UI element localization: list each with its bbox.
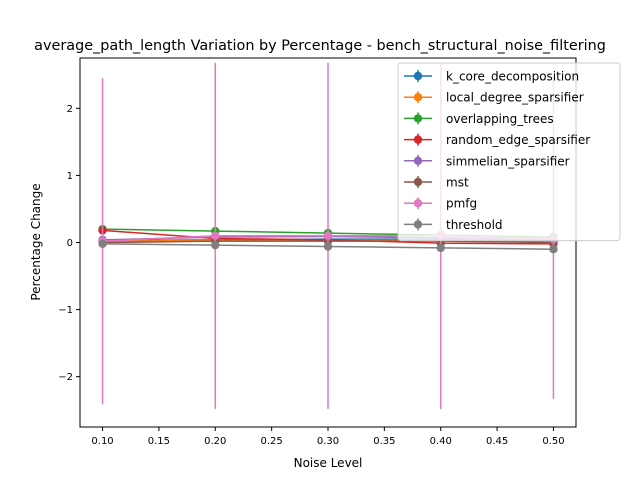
x-tick-label: 0.45 <box>486 436 508 447</box>
legend-label: pmfg <box>446 197 477 211</box>
x-axis-label: Noise Level <box>294 456 363 470</box>
legend-item: mst <box>404 176 469 190</box>
data-point <box>323 242 333 251</box>
y-axis-label: Percentage Change <box>29 183 43 300</box>
x-tick-label: 0.25 <box>261 436 283 447</box>
legend-marker <box>413 135 423 144</box>
data-point <box>436 243 445 253</box>
data-point <box>211 231 220 240</box>
legend-item: random_edge_sparsifier <box>404 133 590 147</box>
legend-label: simmelian_sparsifier <box>446 154 570 168</box>
y-tick-label: 0 <box>67 238 73 249</box>
x-tick-label: 0.50 <box>542 436 564 447</box>
y-tick-label: 1 <box>67 171 73 182</box>
x-tick-label: 0.40 <box>430 436 452 447</box>
legend-marker <box>413 220 423 229</box>
legend: k_core_decomposition local_degree_sparsif… <box>397 62 621 242</box>
y-axis: −2 −1 0 1 2 <box>58 104 80 383</box>
x-tick-label: 0.35 <box>373 436 395 447</box>
legend-marker <box>413 71 423 81</box>
data-point <box>211 240 220 250</box>
legend-item: simmelian_sparsifier <box>404 154 570 168</box>
legend-item: local_degree_sparsifier <box>404 91 584 105</box>
data-point <box>549 245 558 254</box>
legend-box <box>397 62 621 242</box>
data-point <box>98 239 107 249</box>
legend-label: mst <box>446 176 469 190</box>
legend-item: threshold <box>404 218 503 232</box>
data-point <box>323 231 333 240</box>
legend-label: threshold <box>446 218 503 232</box>
legend-marker <box>413 93 423 102</box>
legend-marker <box>413 177 423 187</box>
legend-item: overlapping_trees <box>404 112 554 126</box>
y-tick-label: −2 <box>58 372 73 383</box>
y-tick-label: 2 <box>67 104 73 115</box>
x-tick-label: 0.30 <box>317 436 339 447</box>
chart-title: average_path_length Variation by Percent… <box>34 38 606 54</box>
legend-item: pmfg <box>404 197 477 211</box>
legend-marker <box>413 199 423 208</box>
legend-marker <box>413 156 423 165</box>
x-tick-label: 0.15 <box>148 436 170 447</box>
legend-marker <box>413 114 423 123</box>
legend-label: k_core_decomposition <box>446 70 579 84</box>
legend-label: overlapping_trees <box>446 112 554 126</box>
y-tick-label: −1 <box>58 305 73 316</box>
legend-label: local_degree_sparsifier <box>446 91 584 105</box>
x-axis: 0.10 0.15 0.20 0.25 0.30 0.35 0.40 0.45 0.50 <box>91 427 565 447</box>
legend-item: k_core_decomposition <box>404 70 579 84</box>
x-tick-label: 0.10 <box>91 436 113 447</box>
legend-label: random_edge_sparsifier <box>446 133 590 147</box>
x-tick-label: 0.20 <box>204 436 226 447</box>
series-threshold <box>98 239 558 254</box>
